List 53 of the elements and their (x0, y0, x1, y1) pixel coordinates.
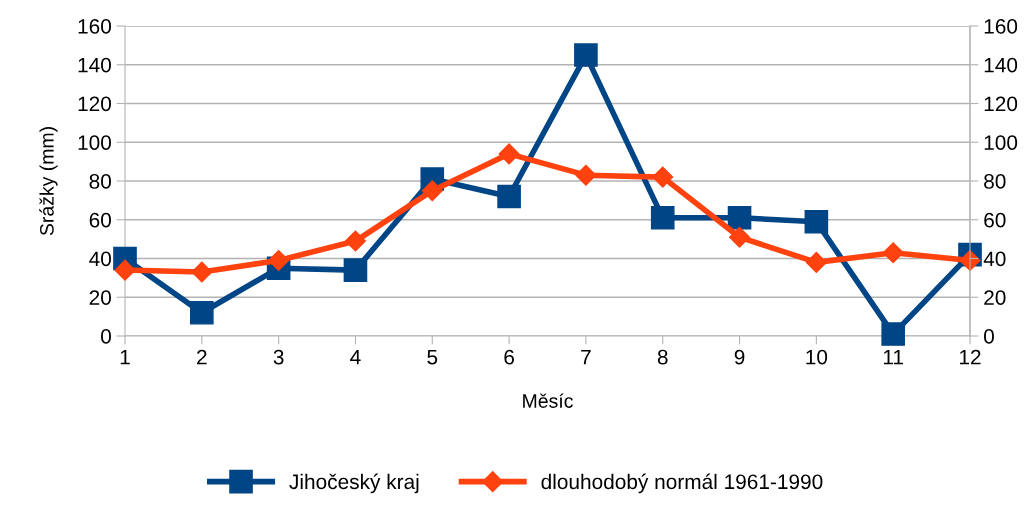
x-axis-title: Měsíc (523, 393, 573, 408)
y2-tick-label: 100 (984, 135, 1018, 150)
point (268, 249, 290, 271)
y-tick-label: 140 (78, 57, 111, 73)
x-tick-label: 4 (350, 349, 361, 365)
y-tick-label: 80 (89, 174, 111, 189)
x-tick-label: 7 (581, 349, 591, 365)
y-tick-label: 120 (78, 96, 111, 112)
point (498, 143, 520, 165)
x-tick-label: 11 (883, 349, 903, 365)
y2-tick-label: 80 (984, 174, 1006, 189)
y-tick-label: 0 (101, 329, 111, 344)
y2-tick-label: 40 (983, 251, 1006, 267)
point (882, 242, 904, 264)
y-axis-title: Srážky (mm) (39, 127, 58, 236)
x-tick-label: 2 (197, 349, 207, 365)
x-tick-label: 9 (734, 349, 745, 365)
point (497, 184, 521, 209)
point (650, 206, 675, 230)
x-tick-label: 1 (120, 349, 130, 365)
x-tick-label: 8 (657, 349, 668, 365)
y-tick-label: 100 (78, 135, 111, 150)
legend-label: dlouhodobý normál 1961-1990 (541, 473, 823, 494)
point (804, 209, 829, 234)
y2-tick-label: 0 (984, 329, 994, 344)
point (729, 226, 751, 248)
y-tick-label: 20 (89, 290, 111, 305)
x-tick-label: 6 (504, 349, 514, 365)
legend-label: Jihočeský kraj (289, 473, 419, 494)
y-tick-label: 40 (89, 251, 111, 267)
point (805, 251, 827, 273)
y2-tick-label: 140 (984, 57, 1018, 73)
y-tick-label: 160 (78, 19, 111, 34)
x-tick-label: 3 (273, 349, 284, 365)
y2-tick-label: 160 (984, 19, 1018, 34)
point (575, 164, 597, 186)
y-tick-label: 60 (89, 212, 111, 228)
y2-tick-label: 60 (984, 212, 1006, 228)
x-tick-label: 12 (960, 349, 981, 365)
y2-tick-label: 20 (984, 290, 1006, 305)
point (421, 180, 443, 202)
point (343, 258, 368, 282)
point (344, 230, 366, 252)
point (574, 43, 598, 67)
point (191, 261, 213, 283)
point (727, 206, 752, 230)
point (114, 259, 136, 281)
x-tick-label: 10 (806, 349, 828, 365)
point (881, 322, 905, 346)
point (652, 166, 674, 188)
y2-tick-label: 120 (984, 96, 1018, 112)
point (190, 300, 214, 325)
x-tick-label: 5 (427, 349, 438, 365)
